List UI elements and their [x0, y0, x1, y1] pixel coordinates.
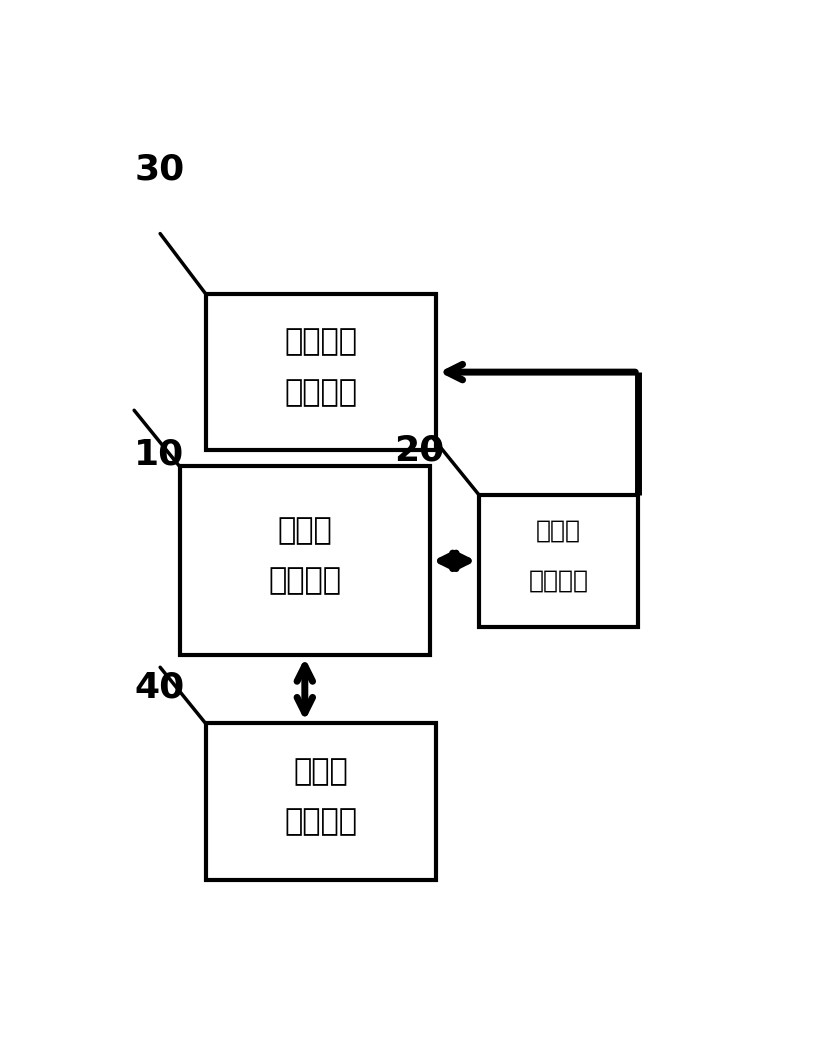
Text: 模拟电路: 模拟电路 [284, 807, 357, 836]
Text: 30: 30 [134, 152, 185, 187]
Text: 10: 10 [134, 437, 185, 471]
Text: 模拟电路: 模拟电路 [268, 566, 341, 596]
Bar [206, 294, 436, 451]
Text: 模拟电路: 模拟电路 [529, 568, 588, 592]
Bar [206, 724, 436, 880]
Bar [479, 494, 638, 627]
Text: 20: 20 [394, 434, 445, 467]
Text: 感应线圈: 感应线圈 [284, 328, 357, 356]
Text: 模拟电路: 模拟电路 [284, 378, 357, 407]
Text: 阅读器: 阅读器 [278, 516, 332, 544]
Text: 场强仪: 场强仪 [294, 757, 348, 785]
Text: 40: 40 [134, 671, 185, 704]
Bar [180, 466, 430, 655]
Text: 标签卡: 标签卡 [536, 518, 581, 542]
